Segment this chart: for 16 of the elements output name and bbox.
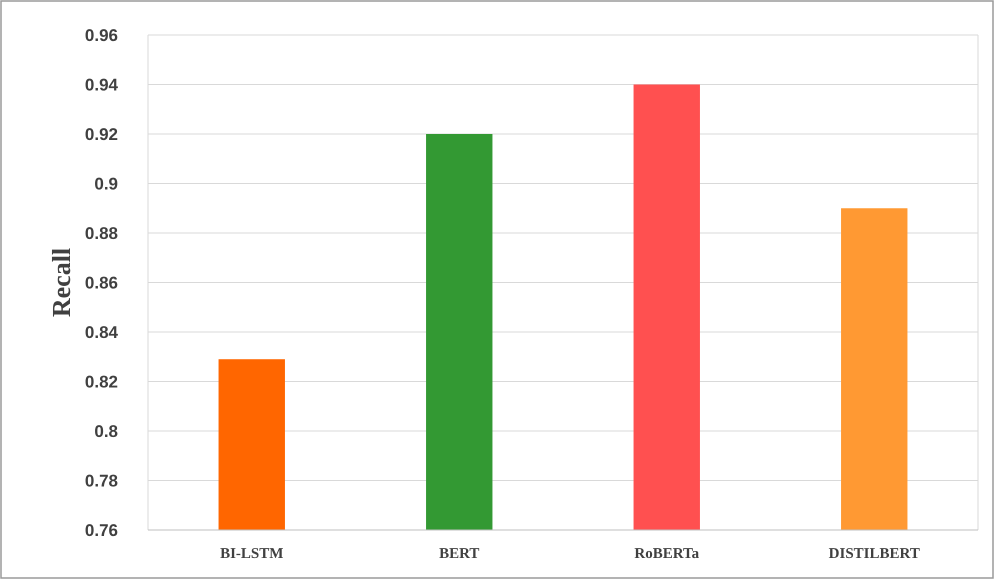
x-tick-label: BI-LSTM	[220, 546, 284, 562]
y-tick-label: 0.92	[84, 124, 118, 144]
y-axis-title: Recall	[47, 248, 76, 318]
y-tick-label: 0.86	[84, 273, 118, 292]
y-tick-label: 0.82	[84, 372, 118, 392]
y-tick-label: 0.9	[94, 174, 118, 194]
y-tick-label: 0.8	[94, 422, 118, 441]
y-tick-label: 0.96	[84, 26, 118, 45]
x-tick-label: BERT	[439, 546, 480, 562]
x-tick-label: DISTILBERT	[828, 546, 920, 562]
x-tick-label: RoBERTa	[634, 546, 700, 562]
y-tick-label: 0.88	[84, 224, 118, 243]
y-tick-label: 0.76	[84, 520, 118, 540]
y-tick-label: 0.94	[84, 75, 119, 94]
y-tick-label: 0.78	[84, 471, 118, 490]
y-tick-label: 0.84	[84, 322, 119, 342]
